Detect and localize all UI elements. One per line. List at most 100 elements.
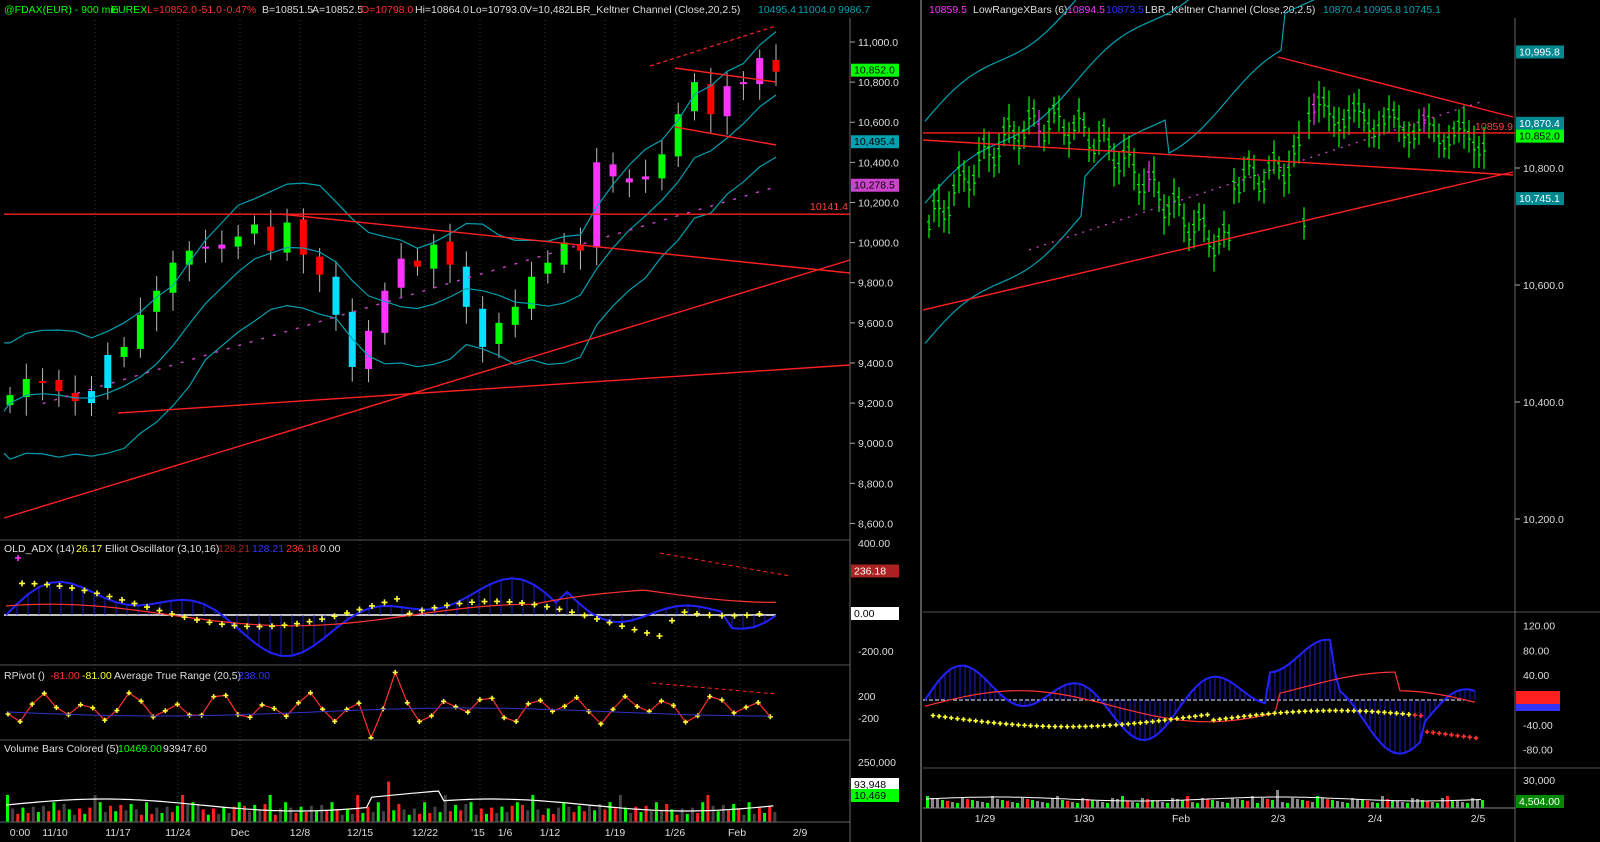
pivot-cross — [556, 606, 563, 613]
x-axis-label: Feb — [728, 827, 746, 839]
volume-bar — [582, 811, 586, 822]
volume-v2: 93947.60 — [163, 743, 207, 755]
volume-bar — [1021, 798, 1024, 808]
pivot-cross — [1376, 709, 1381, 715]
pivot-cross — [973, 718, 978, 724]
volume-bar — [1371, 802, 1374, 808]
volume-bar — [1006, 801, 1009, 808]
volume-bar — [1126, 801, 1129, 808]
pivot-cross — [1193, 713, 1198, 719]
pivot-cross — [1217, 717, 1222, 722]
pivot-cross — [206, 619, 213, 626]
volume-axis-label: 250,000 — [858, 757, 896, 769]
rc-study1-label: LowRangeXBars (6) — [973, 4, 1068, 16]
volume-bar — [742, 814, 746, 822]
pivot-cross — [295, 700, 301, 706]
volume-bar — [16, 813, 20, 822]
x-axis-label: 2/9 — [793, 827, 808, 839]
volume-bar — [1246, 801, 1249, 808]
candle-body — [576, 244, 584, 251]
volume-bar — [299, 806, 303, 822]
pivot-cross — [1083, 724, 1088, 729]
divergence-line — [651, 682, 777, 695]
volume-bar — [67, 809, 71, 822]
volume-axis-label: 30,000 — [1523, 775, 1555, 787]
volume-bar — [320, 804, 324, 822]
open-label: O=10798.0 — [361, 4, 413, 16]
right-chart-svg[interactable]: 10859.5 LowRangeXBars (6) 10894.5 10873.… — [923, 0, 1600, 842]
pivot-cross — [419, 607, 425, 614]
volume-bar — [52, 802, 56, 822]
left-chart-pane[interactable]: @FDAX(EUR) - 900 min EUREX L=10852.0 -51… — [0, 0, 922, 842]
pivot-cross — [1168, 717, 1174, 722]
volume-bar — [1266, 799, 1269, 808]
osc-zero-tag: 0.00 — [854, 608, 875, 620]
price-label: 10,200.0 — [858, 197, 899, 209]
volume-bar — [134, 809, 138, 822]
volume-bar — [721, 804, 725, 822]
volume-bar — [531, 795, 535, 822]
volume-bar — [757, 807, 761, 822]
right-chart-pane[interactable]: 10859.5 LowRangeXBars (6) 10894.5 10873.… — [923, 0, 1600, 842]
pivot-cross — [1394, 710, 1399, 716]
pivot-cross — [1107, 722, 1113, 728]
volume-bar — [412, 808, 416, 822]
pivot-cross — [131, 600, 138, 607]
pivot-cross — [991, 720, 997, 726]
candle-body — [202, 246, 210, 249]
candle-body — [267, 226, 275, 251]
volume-bar — [685, 813, 689, 822]
elliott-label: Elliot Oscillator (3,10,16) — [105, 543, 219, 555]
candle-body — [625, 178, 633, 183]
pivot-cross — [453, 704, 459, 710]
pivot-cross — [606, 619, 613, 626]
volume-bar — [1456, 801, 1459, 808]
volume-bar — [951, 802, 954, 808]
pivot-cross — [1272, 710, 1277, 716]
keltner-upper — [924, 0, 1077, 122]
left-chart-svg[interactable]: @FDAX(EUR) - 900 min EUREX L=10852.0 -51… — [0, 0, 920, 842]
hline-tag: 10141.4 — [810, 201, 848, 213]
volume-bar — [1436, 803, 1439, 808]
pivot-cross — [1113, 722, 1119, 728]
osc-label: 40.00 — [1523, 670, 1549, 682]
volume-bar — [603, 809, 607, 822]
volume-bar — [1431, 802, 1434, 808]
pivot-cross — [513, 719, 519, 725]
pivot-cross — [501, 715, 507, 721]
volume-bar — [1176, 799, 1179, 808]
high-label: Hi=10864.0 — [415, 4, 469, 16]
volume-bar — [598, 804, 602, 822]
pivot-cross — [1034, 723, 1039, 729]
keltner-middle — [924, 0, 1190, 204]
volume-bar — [119, 804, 123, 822]
pivot-cross — [581, 612, 588, 619]
volume-bar — [484, 813, 488, 822]
change-value: -51.0 — [198, 4, 222, 16]
pivot-cross — [1150, 719, 1155, 724]
candle-body — [39, 381, 47, 384]
pivot-cross — [1174, 716, 1180, 721]
trendline — [117, 364, 851, 414]
volume-bar — [1351, 798, 1354, 808]
volume-bar — [536, 809, 540, 822]
volume-bar — [956, 803, 959, 808]
x-axis-label: 11/24 — [165, 827, 191, 839]
pivot-cross — [1162, 717, 1168, 723]
pivot-cross — [1461, 734, 1466, 739]
hline-tag: 10859.9 — [1475, 121, 1513, 133]
volume-bar — [690, 807, 694, 822]
pivot-cross — [756, 611, 763, 618]
pivot-cross — [81, 587, 88, 594]
volume-bar — [1446, 796, 1449, 808]
volume-bar — [155, 807, 159, 822]
candle-body — [707, 84, 715, 115]
pivot-cross — [90, 705, 96, 711]
adx-line — [5, 589, 777, 627]
pivot-cross — [1315, 708, 1320, 714]
pivot-cross — [56, 583, 63, 590]
rc-study2-label: LBR_Keltner Channel (Close,20,2.5) — [1145, 4, 1315, 16]
price-label: 11,000.0 — [858, 37, 898, 49]
pivot-cross — [531, 601, 538, 608]
last-price-tag-bg — [851, 63, 899, 77]
